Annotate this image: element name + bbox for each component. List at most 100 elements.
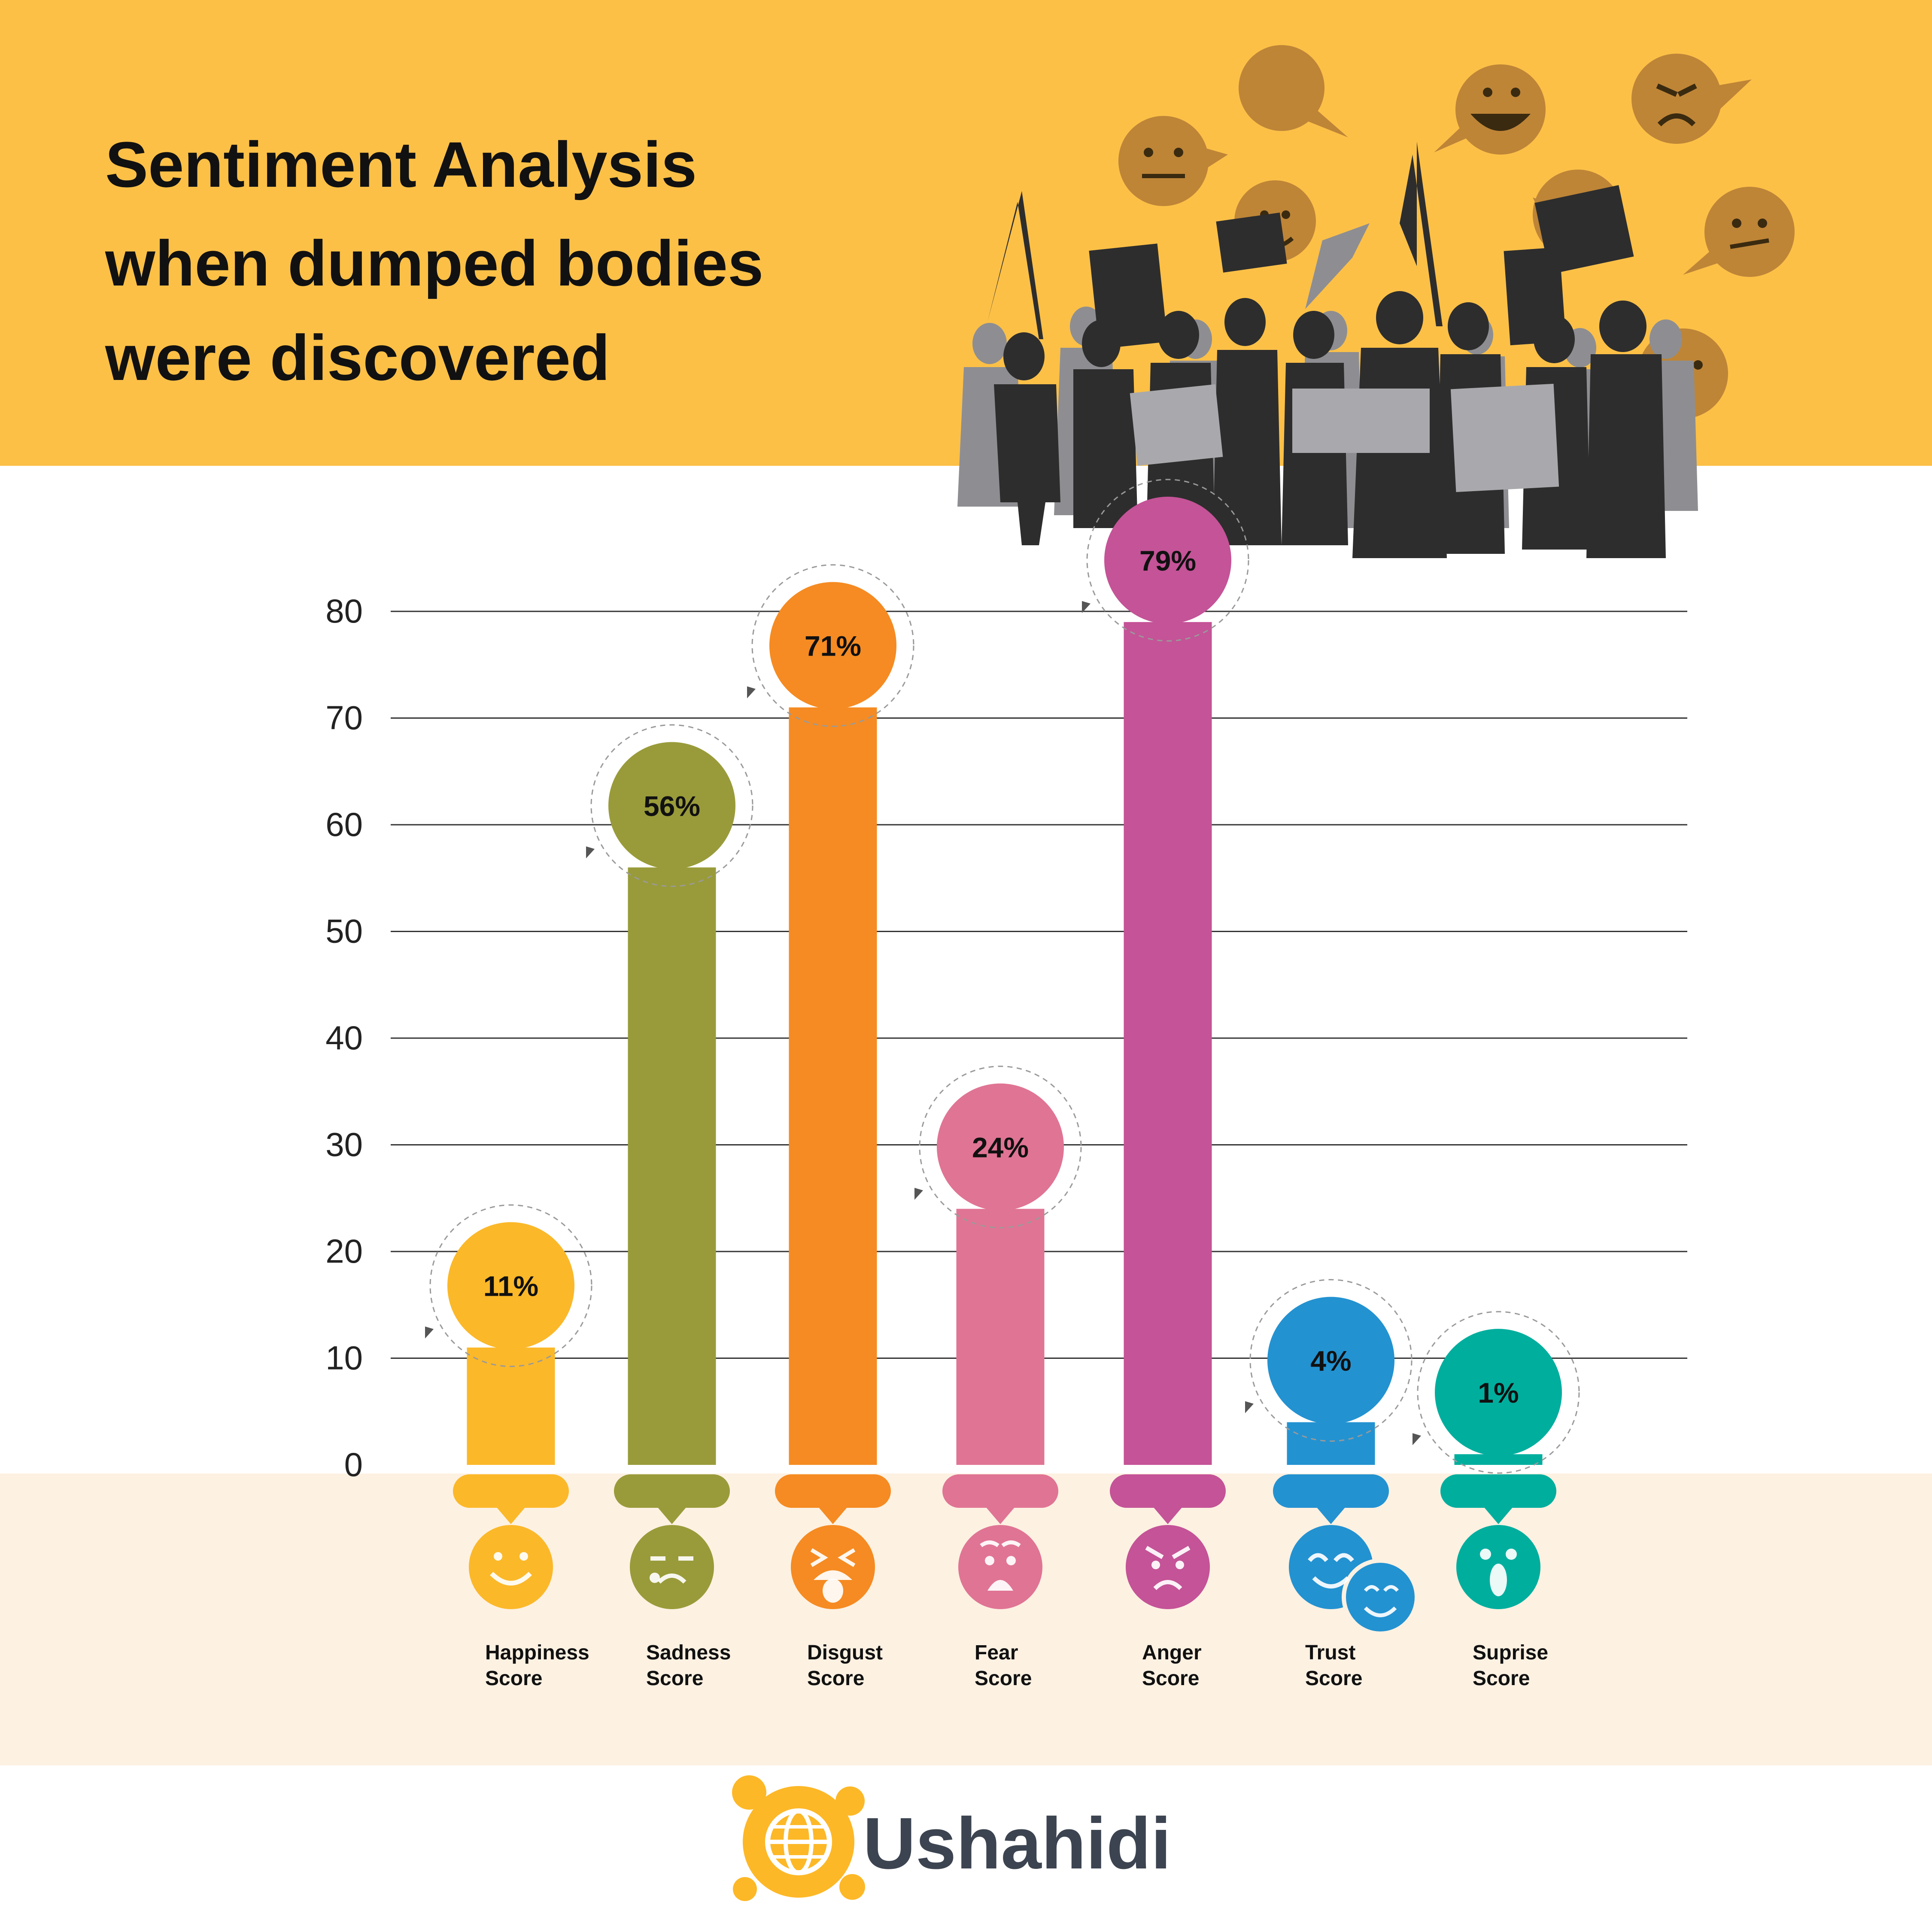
bar-group: 79% Anger Score [1082,479,1249,1690]
category-label: Anger [1142,1641,1202,1664]
bar [1124,622,1212,1465]
bar [628,867,716,1465]
value-bubble-ring [429,1204,592,1367]
brand-name: Ushahidi [863,1803,1171,1884]
surprise-face-icon [1456,1525,1540,1609]
category-label: Sadness [646,1641,731,1664]
pill-pointer [1153,1507,1182,1524]
bar-series: 11% Happiness Score 56% Sadness Score 71% Disgu… [425,479,1580,1690]
bar-group: 11% Happiness Score [425,1204,592,1690]
category-label: Score [646,1667,703,1690]
value-bubble [1435,1329,1562,1456]
neutral-face-bubble-icon [1118,116,1228,206]
data-label: 71% [805,630,861,662]
category-label: Score [1142,1667,1199,1690]
value-bubble [937,1083,1064,1211]
page-title: Sentiment Analysis when dumped bodies we… [105,128,763,394]
title-line-3: were discovered [105,322,610,394]
angry-face-icon [1126,1525,1210,1609]
y-tick-label: 40 [325,1019,363,1057]
category-pill [453,1474,569,1508]
y-tick-label: 20 [325,1232,363,1270]
brand-logo: Ushahidi [732,1775,1171,1901]
category-band [0,1473,1932,1765]
value-bubble-ring [751,564,914,727]
category-label: Happiness [485,1641,589,1664]
category-label: Score [485,1667,542,1690]
protest-crowd-icon [957,142,1698,558]
bar-group: 1% Suprise Score [1413,1311,1580,1690]
category-pill [942,1474,1058,1508]
pill-pointer [986,1507,1015,1524]
data-label: 11% [483,1270,538,1302]
title-line-2: when dumped bodies [105,227,763,299]
ring-arrow [914,1188,923,1200]
bar-group: 24% Fear Score [914,1066,1082,1690]
data-label: 79% [1139,545,1196,577]
y-tick-label: 50 [325,912,363,950]
value-bubble [447,1222,574,1349]
y-tick-label: 80 [325,592,363,630]
pill-pointer [818,1507,848,1524]
data-label: 56% [644,790,700,822]
neutral-face-bubble-icon [1683,187,1795,277]
bar [1454,1454,1543,1465]
ring-arrow [586,846,595,859]
data-label: 1% [1478,1377,1519,1409]
value-bubble-ring [1249,1279,1413,1442]
value-bubble-ring [1417,1311,1580,1474]
y-tick-label: 70 [325,699,363,737]
pill-pointer [1316,1507,1346,1524]
data-label: 4% [1310,1345,1351,1377]
ring-arrow [1413,1433,1421,1446]
fear-face-icon [958,1525,1042,1609]
value-bubble-ring [1086,479,1249,642]
category-pill [1110,1474,1226,1508]
y-tick-label: 60 [325,805,363,843]
smile-face-bubble-icon [1239,45,1348,137]
pill-pointer [496,1507,526,1524]
ring-arrow [1082,601,1091,613]
happy-face-icon [469,1525,553,1609]
category-label: Trust [1305,1641,1355,1664]
bar [789,707,877,1465]
category-label: Disgust [807,1641,883,1664]
category-label: Suprise [1473,1641,1548,1664]
value-bubble [608,742,735,869]
category-label: Fear [975,1641,1018,1664]
y-tick-label: 30 [325,1126,363,1163]
value-bubble-ring [590,724,753,887]
ring-arrow [747,686,756,699]
category-label: Score [975,1667,1032,1690]
y-axis: 0 10 20 30 40 50 60 70 80 [325,592,363,1483]
y-tick-label: 10 [325,1339,363,1377]
ring-arrow [425,1326,434,1339]
disgust-face-icon [791,1525,875,1609]
ring-arrow [1245,1401,1254,1413]
sad-face-icon [630,1525,714,1609]
trust-faces-icon [1289,1525,1419,1636]
pill-pointer [657,1507,687,1524]
pill-pointer [1484,1507,1513,1524]
globe-splash-icon [732,1775,865,1901]
grin-face-bubble-icon [1434,64,1546,155]
category-label: Score [1305,1667,1362,1690]
value-bubble [769,582,896,709]
y-tick-label: 0 [344,1446,363,1483]
bar [1287,1422,1375,1465]
category-pill [614,1474,730,1508]
value-bubble [1104,496,1231,624]
value-bubble-ring [919,1066,1082,1229]
bar-group: 71% Disgust Score [747,564,914,1690]
bar-group: 56% Sadness Score [586,724,753,1690]
value-bubble [1267,1297,1394,1424]
bar [467,1347,555,1465]
category-pill [775,1474,891,1508]
bar [956,1209,1045,1465]
title-line-1: Sentiment Analysis [105,128,697,200]
angry-face-bubble-icon [1631,54,1752,144]
category-pill [1440,1474,1556,1508]
category-pill [1273,1474,1389,1508]
